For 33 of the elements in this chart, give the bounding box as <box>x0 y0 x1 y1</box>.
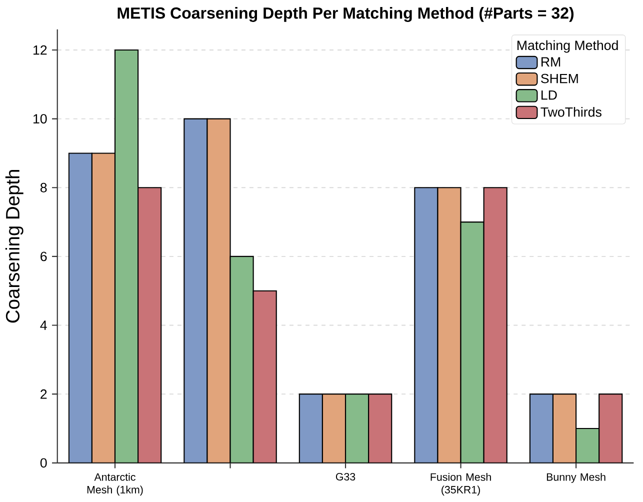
y-tick-label: 8 <box>40 183 47 193</box>
y-tick-label: 10 <box>34 114 47 124</box>
bar <box>184 118 208 464</box>
bar <box>114 50 139 464</box>
x-tick-label: Antarctic Mesh (1km) <box>87 473 143 496</box>
y-tick-label: 12 <box>34 46 47 55</box>
legend-label: LD <box>541 90 557 100</box>
bar <box>414 187 438 464</box>
bar <box>576 428 600 464</box>
x-tick-label: Fusion Mesh (35KR1) <box>430 473 491 496</box>
y-tick-label: 0 <box>40 458 47 468</box>
bar <box>230 256 254 464</box>
bar <box>529 394 554 464</box>
bar <box>298 394 323 464</box>
chart-title: METIS Coarsening Depth Per Matching Method (#Parts = 32) <box>118 7 574 22</box>
legend-label: SHEM <box>541 74 578 84</box>
y-tick-label: 4 <box>40 320 47 330</box>
y-tick-label: 2 <box>40 390 47 399</box>
bar <box>460 222 484 464</box>
x-tick-label: Bunny Mesh <box>546 473 606 484</box>
bar <box>344 394 370 464</box>
legend-title: Matching Method <box>517 40 618 53</box>
bar <box>483 187 508 464</box>
bar <box>68 152 92 464</box>
bar <box>252 290 277 464</box>
bar <box>368 394 392 464</box>
bar <box>598 394 623 464</box>
x-tick-label: G33 <box>336 473 356 481</box>
y-tick-label: 6 <box>40 252 47 262</box>
legend-label: TwoThirds <box>540 107 602 117</box>
legend-label: RM <box>541 57 560 67</box>
bar <box>138 187 162 464</box>
y-axis-title: Coarsening Depth <box>5 170 24 323</box>
